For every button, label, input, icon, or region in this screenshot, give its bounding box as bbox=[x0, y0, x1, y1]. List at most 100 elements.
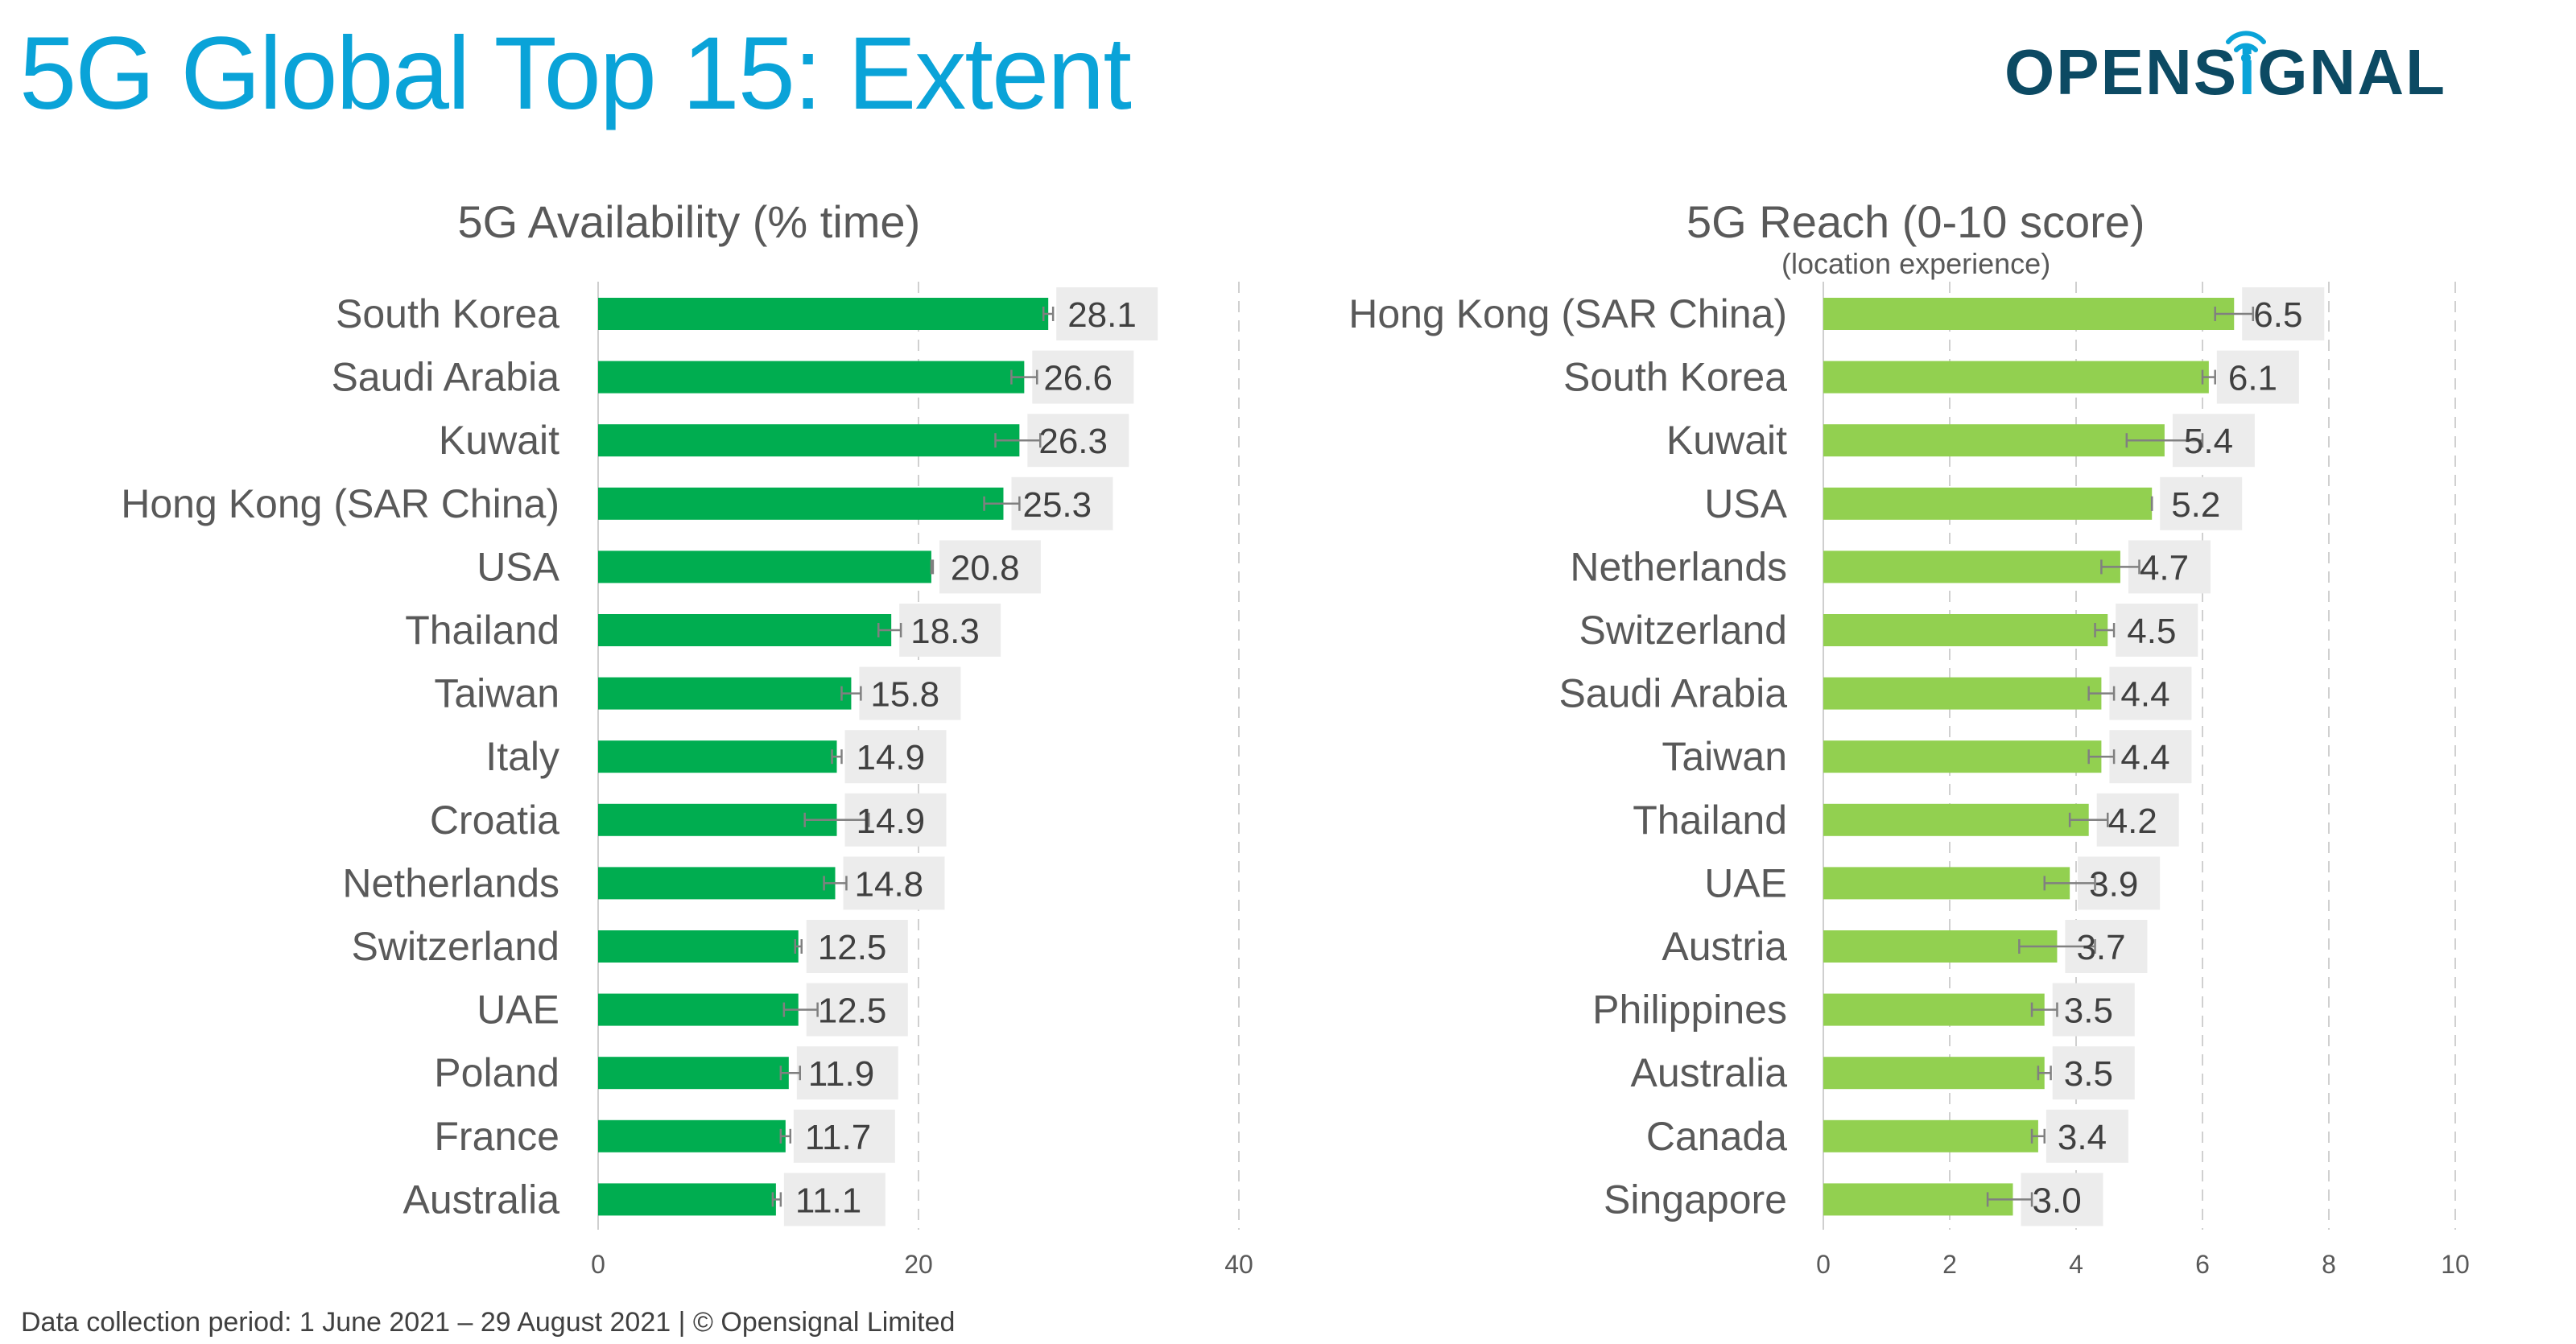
right-tick-label: 4 bbox=[2069, 1250, 2083, 1279]
right-bar bbox=[1823, 1119, 2038, 1152]
right-value-label-box bbox=[2216, 350, 2299, 404]
right-value-label: 6.5 bbox=[2253, 295, 2302, 335]
left-bar bbox=[598, 993, 799, 1026]
left-category-label: UAE bbox=[477, 987, 559, 1033]
right-value-label: 5.2 bbox=[2171, 485, 2220, 525]
right-value-label: 6.1 bbox=[2228, 359, 2277, 398]
right-value-label: 3.9 bbox=[2089, 864, 2138, 904]
logo-text-part: GNAL bbox=[2257, 36, 2446, 108]
left-value-label: 26.3 bbox=[1038, 422, 1108, 461]
right-category-label: Australia bbox=[1630, 1050, 1787, 1095]
right-chart-subtitle: (location experience) bbox=[1781, 247, 2051, 280]
right-value-label: 5.4 bbox=[2184, 422, 2233, 461]
right-value-label: 4.2 bbox=[2108, 802, 2157, 841]
right-value-label-box bbox=[2021, 1173, 2103, 1227]
left-value-label-box bbox=[1011, 476, 1113, 530]
left-value-label-box bbox=[843, 856, 945, 910]
right-value-label: 4.5 bbox=[2127, 612, 2176, 651]
right-bar bbox=[1823, 677, 2102, 710]
right-tick-label: 10 bbox=[2441, 1250, 2470, 1279]
left-category-label: South Korea bbox=[336, 291, 559, 336]
left-bar bbox=[598, 361, 1025, 394]
right-value-label: 3.0 bbox=[2033, 1181, 2082, 1220]
right-bar bbox=[1823, 1057, 2045, 1090]
left-category-label: Saudi Arabia bbox=[331, 355, 559, 400]
left-category-label: Italy bbox=[485, 734, 559, 779]
right-bar bbox=[1823, 930, 2058, 963]
left-value-label: 11.1 bbox=[795, 1181, 861, 1220]
right-category-label: Philippines bbox=[1592, 987, 1787, 1033]
right-value-label: 3.5 bbox=[2064, 1054, 2113, 1094]
left-value-label: 15.8 bbox=[870, 675, 939, 715]
right-value-label-box bbox=[2160, 476, 2243, 530]
left-category-label: Netherlands bbox=[342, 860, 559, 905]
left-value-label: 25.3 bbox=[1022, 485, 1092, 525]
right-value-label: 3.7 bbox=[2076, 928, 2125, 967]
left-bar bbox=[598, 298, 1049, 330]
left-category-label: Hong Kong (SAR China) bbox=[121, 481, 559, 526]
right-category-label: Saudi Arabia bbox=[1558, 671, 1787, 716]
right-bar bbox=[1823, 550, 2120, 583]
footer-note: Data collection period: 1 June 2021 – 29… bbox=[21, 1307, 956, 1338]
left-value-label-box bbox=[899, 604, 1001, 657]
right-tick-label: 6 bbox=[2195, 1250, 2210, 1279]
left-value-label-box bbox=[844, 730, 947, 784]
left-bar bbox=[598, 1183, 776, 1216]
left-value-label: 11.7 bbox=[805, 1118, 871, 1157]
left-value-label: 28.1 bbox=[1067, 295, 1137, 335]
right-value-label-box bbox=[2052, 1046, 2135, 1100]
left-category-label: Poland bbox=[434, 1050, 559, 1095]
left-category-label: Taiwan bbox=[434, 671, 559, 716]
logo-text-accent: i bbox=[2238, 36, 2258, 108]
left-category-label: Switzerland bbox=[352, 924, 559, 969]
right-bar bbox=[1823, 1183, 2013, 1216]
right-category-label: Thailand bbox=[1633, 798, 1787, 843]
opensignal-logo: OPENSiGNAL bbox=[2004, 24, 2471, 113]
left-value-label: 26.6 bbox=[1043, 359, 1113, 398]
left-value-label: 12.5 bbox=[818, 928, 887, 967]
right-value-label-box bbox=[2128, 540, 2211, 594]
left-category-label: USA bbox=[477, 544, 559, 589]
left-category-label: Croatia bbox=[430, 798, 559, 843]
right-value-label: 3.4 bbox=[2058, 1118, 2107, 1157]
right-category-label: Austria bbox=[1662, 924, 1787, 969]
wifi-signal-icon bbox=[2226, 31, 2266, 63]
left-tick-label: 40 bbox=[1224, 1250, 1253, 1279]
right-chart-title: 5G Reach (0-10 score) bbox=[1686, 196, 2145, 247]
left-category-label: Kuwait bbox=[439, 418, 559, 463]
left-tick-label: 20 bbox=[904, 1250, 933, 1279]
left-value-label: 12.5 bbox=[818, 992, 887, 1031]
left-bar bbox=[598, 550, 931, 583]
left-bar bbox=[598, 803, 837, 836]
logo-text-part: OPENS bbox=[2004, 36, 2239, 108]
right-value-label: 4.4 bbox=[2120, 675, 2169, 715]
right-value-label: 3.5 bbox=[2064, 992, 2113, 1031]
page-title: 5G Global Top 15: Extent bbox=[19, 16, 1132, 131]
left-category-label: Thailand bbox=[405, 608, 559, 653]
left-value-label: 14.9 bbox=[857, 802, 926, 841]
right-value-label-box bbox=[2242, 287, 2325, 340]
right-category-label: Singapore bbox=[1604, 1177, 1787, 1222]
right-value-label-box bbox=[2109, 666, 2192, 720]
left-value-label: 11.9 bbox=[808, 1054, 874, 1094]
right-category-label: Switzerland bbox=[1579, 608, 1787, 653]
right-tick-label: 8 bbox=[2322, 1250, 2336, 1279]
left-value-label-box bbox=[806, 920, 908, 973]
left-category-label: Australia bbox=[402, 1177, 559, 1222]
left-value-label-box bbox=[1027, 414, 1129, 468]
right-category-label: Canada bbox=[1646, 1114, 1787, 1159]
left-bar bbox=[598, 424, 1020, 457]
left-bar bbox=[598, 614, 892, 646]
right-value-label: 4.7 bbox=[2140, 548, 2189, 587]
right-bar bbox=[1823, 298, 2235, 330]
right-bar bbox=[1823, 424, 2165, 457]
right-bar bbox=[1823, 487, 2153, 520]
right-category-label: USA bbox=[1704, 481, 1787, 526]
left-bar bbox=[598, 740, 837, 773]
right-bar bbox=[1823, 993, 2045, 1026]
left-value-label-box bbox=[796, 1046, 898, 1100]
left-value-label-box bbox=[793, 1109, 895, 1163]
logo-wordmark: OPENSiGNAL bbox=[2004, 40, 2446, 105]
right-tick-label: 0 bbox=[1816, 1250, 1831, 1279]
